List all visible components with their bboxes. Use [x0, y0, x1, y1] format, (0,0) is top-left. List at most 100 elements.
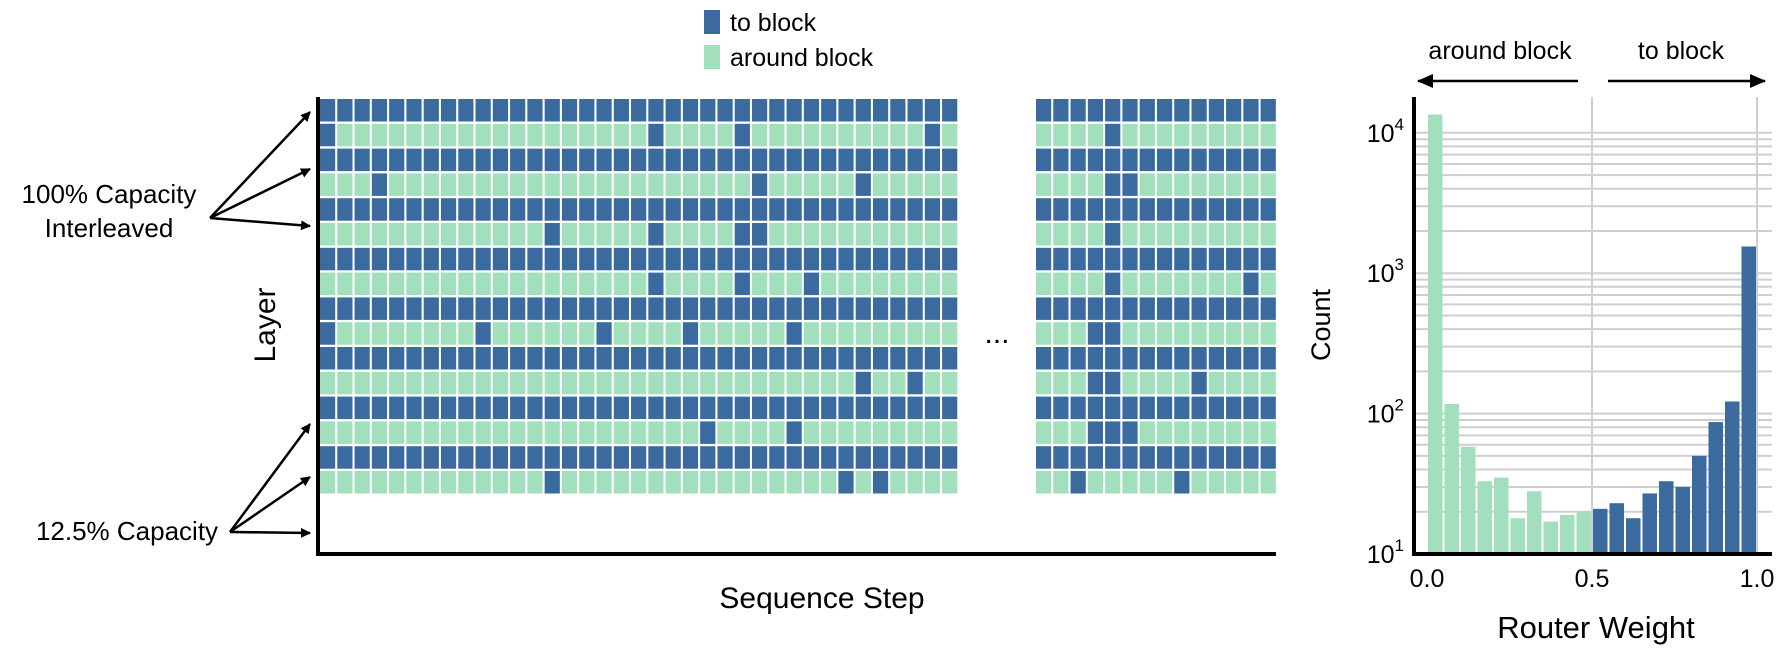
grid-cell-left-r12-c3 — [371, 396, 388, 420]
hist-bar-around-block-9 — [1576, 511, 1591, 554]
grid-cell-left-r14-c11 — [510, 446, 526, 469]
grid-cell-left-r8-c14 — [561, 297, 578, 320]
grid-xlabel: Sequence Step — [719, 582, 924, 615]
grid-cell-left-r13-c18 — [631, 421, 647, 444]
hist-xtick-label: 0.0 — [1410, 565, 1445, 593]
grid-cell-left-r5-c14 — [561, 223, 578, 246]
grid-cell-left-r4-c9 — [475, 198, 491, 221]
grid-cell-left-r1-c26 — [769, 123, 785, 147]
grid-cell-left-r6-c2 — [354, 247, 370, 271]
grid-cell-right-r0-c13 — [1260, 99, 1276, 122]
grid-cell-left-r5-c20 — [665, 223, 681, 246]
grid-cell-right-r2-c13 — [1260, 148, 1276, 172]
grid-cell-left-r1-c5 — [406, 123, 422, 147]
grid-cell-left-r5-c4 — [389, 223, 405, 246]
grid-cell-left-r7-c24 — [734, 272, 750, 296]
grid-cell-left-r2-c8 — [458, 148, 474, 172]
grid-cell-right-r15-c12 — [1243, 471, 1259, 494]
grid-cell-right-r12-c3 — [1087, 396, 1104, 420]
grid-cell-left-r5-c0 — [320, 223, 336, 246]
grid-cell-right-r13-c7 — [1156, 421, 1173, 444]
grid-cell-left-r15-c24 — [734, 471, 750, 494]
grid-cell-left-r6-c4 — [389, 247, 405, 271]
grid-cell-left-r9-c8 — [458, 322, 474, 345]
grid-cell-right-r14-c8 — [1174, 446, 1190, 469]
grid-cell-left-r0-c21 — [682, 99, 699, 122]
grid-cell-right-r12-c9 — [1191, 396, 1207, 420]
grid-cell-left-r1-c12 — [527, 123, 543, 147]
grid-cell-left-r14-c28 — [803, 446, 820, 469]
grid-cell-left-r15-c13 — [544, 471, 560, 494]
hist-ytick-label: 104 — [1367, 115, 1404, 148]
grid-cell-left-r10-c35 — [924, 347, 940, 370]
grid-cell-left-r13-c19 — [648, 421, 664, 444]
grid-cell-right-r12-c8 — [1174, 396, 1190, 420]
grid-cell-left-r9-c5 — [406, 322, 422, 345]
grid-cell-left-r13-c16 — [596, 421, 612, 444]
grid-cell-right-r10-c7 — [1156, 347, 1173, 370]
grid-cell-right-r7-c3 — [1087, 272, 1104, 296]
grid-cell-left-r2-c24 — [734, 148, 750, 172]
grid-cell-left-r9-c15 — [579, 322, 595, 345]
grid-cell-left-r11-c26 — [769, 371, 785, 395]
grid-cell-right-r6-c6 — [1139, 247, 1155, 271]
grid-cell-right-r12-c11 — [1226, 396, 1242, 420]
grid-cell-right-r9-c6 — [1139, 322, 1155, 345]
grid-cell-left-r15-c28 — [803, 471, 820, 494]
hist-bar-around-block-8 — [1560, 514, 1575, 554]
grid-cell-right-r15-c3 — [1087, 471, 1104, 494]
grid-cell-left-r13-c10 — [492, 421, 508, 444]
grid-cell-right-r13-c3 — [1087, 421, 1104, 444]
grid-cell-left-r14-c13 — [544, 446, 560, 469]
grid-cell-left-r8-c22 — [700, 297, 716, 320]
annotation-low-capacity: 12.5% Capacity — [36, 516, 218, 546]
grid-cell-left-r10-c18 — [631, 347, 647, 370]
grid-cell-right-r10-c8 — [1174, 347, 1190, 370]
legend-swatch-to-block — [704, 10, 720, 34]
grid-cell-left-r3-c9 — [475, 173, 491, 196]
grid-cell-left-r12-c29 — [821, 396, 837, 420]
grid-cell-left-r0-c7 — [440, 99, 457, 122]
hist-bar-to-block-18 — [1725, 401, 1740, 554]
grid-cell-left-r9-c33 — [890, 322, 906, 345]
arrow-full-capacity-1 — [209, 111, 311, 219]
grid-cell-left-r7-c5 — [406, 272, 422, 296]
grid-cell-right-r14-c12 — [1243, 446, 1259, 469]
grid-cell-left-r13-c26 — [769, 421, 785, 444]
grid-cell-right-r4-c10 — [1208, 198, 1224, 221]
grid-cell-left-r4-c16 — [596, 198, 612, 221]
grid-cell-right-r3-c12 — [1243, 173, 1259, 196]
grid-cell-left-r5-c17 — [613, 223, 629, 246]
grid-cell-left-r1-c0 — [320, 123, 336, 147]
grid-cell-left-r5-c7 — [440, 223, 457, 246]
hist-bar-to-block-19 — [1741, 246, 1756, 554]
grid-ellipsis: ... — [984, 317, 1009, 350]
grid-cell-left-r7-c10 — [492, 272, 508, 296]
grid-cell-left-r10-c13 — [544, 347, 560, 370]
grid-cell-left-r10-c21 — [682, 347, 699, 370]
grid-cell-left-r12-c0 — [320, 396, 336, 420]
grid-cell-right-r12-c5 — [1122, 396, 1138, 420]
grid-cell-right-r10-c13 — [1260, 347, 1276, 370]
grid-cell-left-r9-c26 — [769, 322, 785, 345]
hist-bar-to-block-16 — [1692, 455, 1707, 554]
grid-cell-left-r1-c24 — [734, 123, 750, 147]
grid-cell-left-r6-c26 — [769, 247, 785, 271]
grid-cell-left-r0-c32 — [872, 99, 889, 122]
grid-cell-left-r6-c35 — [924, 247, 940, 271]
grid-cell-left-r9-c19 — [648, 322, 664, 345]
region-label-to-block: to block — [1638, 37, 1725, 65]
grid-cell-right-r6-c5 — [1122, 247, 1138, 271]
grid-cell-left-r2-c6 — [423, 148, 439, 172]
grid-cell-left-r6-c21 — [682, 247, 699, 271]
grid-cell-left-r14-c32 — [872, 446, 889, 469]
grid-cell-left-r4-c20 — [665, 198, 681, 221]
grid-cell-right-r3-c2 — [1070, 173, 1086, 196]
grid-cell-left-r2-c31 — [855, 148, 871, 172]
grid-cell-left-r3-c16 — [596, 173, 612, 196]
grid-cell-left-r12-c32 — [872, 396, 889, 420]
grid-cell-left-r5-c27 — [786, 223, 802, 246]
grid-cell-right-r2-c2 — [1070, 148, 1086, 172]
grid-cell-left-r3-c26 — [769, 173, 785, 196]
grid-cell-left-r7-c35 — [924, 272, 940, 296]
